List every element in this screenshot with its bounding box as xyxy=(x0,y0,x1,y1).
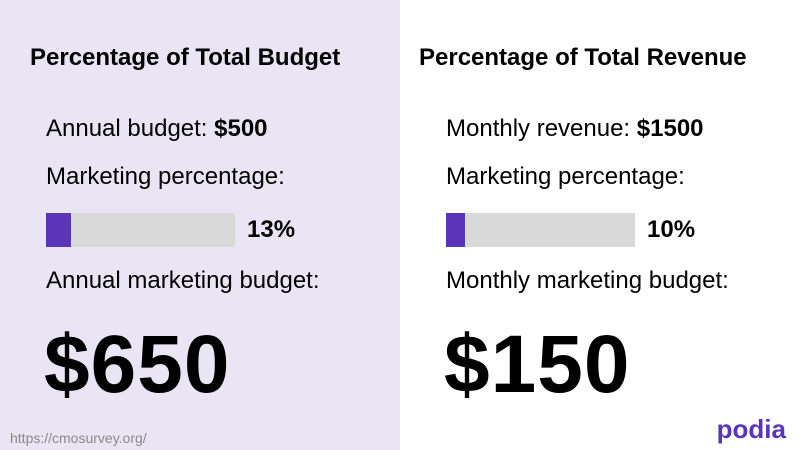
source-link[interactable]: https://cmosurvey.org/ xyxy=(10,430,147,446)
left-big-value: $650 xyxy=(44,319,231,410)
left-percent-label: 13% xyxy=(247,216,296,243)
left-annual-marketing-budget-label: Annual marketing budget: xyxy=(46,267,320,294)
right-big-value: $150 xyxy=(444,319,631,410)
right-progress-fill xyxy=(446,213,465,247)
left-annual-budget-label: Annual budget: xyxy=(46,115,215,142)
left-annual-budget-value: $500 xyxy=(214,115,268,142)
right-monthly-revenue: Monthly revenue: $1500 xyxy=(446,115,704,143)
left-marketing-percentage-label: Marketing percentage: xyxy=(46,163,285,190)
left-title: Percentage of Total Budget xyxy=(30,44,341,71)
left-progress-bar xyxy=(46,213,235,247)
left-progress-fill xyxy=(46,213,71,247)
right-monthly-revenue-label: Monthly revenue: xyxy=(446,115,637,142)
right-progress-bar xyxy=(446,213,635,247)
podia-logo: podia xyxy=(716,414,786,444)
right-panel: Percentage of Total Revenue Monthly reve… xyxy=(400,0,800,450)
left-panel: Percentage of Total Budget Annual budget… xyxy=(0,0,400,450)
right-marketing-percentage-label: Marketing percentage: xyxy=(446,163,685,190)
right-monthly-revenue-value: $1500 xyxy=(636,115,704,142)
right-monthly-marketing-budget-label: Monthly marketing budget: xyxy=(446,267,729,294)
left-annual-budget: Annual budget: $500 xyxy=(46,115,268,143)
right-percent-label: 10% xyxy=(647,216,696,243)
right-title: Percentage of Total Revenue xyxy=(419,44,747,71)
